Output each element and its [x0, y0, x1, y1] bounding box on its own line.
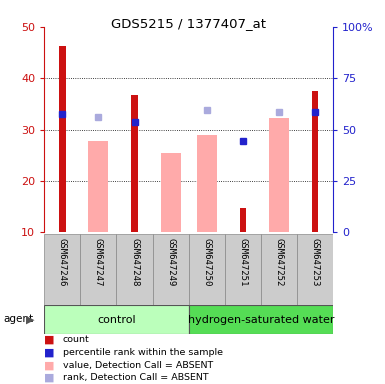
Bar [297, 234, 333, 305]
Text: hydrogen-saturated water: hydrogen-saturated water [187, 314, 334, 325]
Bar [80, 234, 116, 305]
Text: GSM647248: GSM647248 [130, 238, 139, 286]
Text: value, Detection Call = ABSENT: value, Detection Call = ABSENT [63, 361, 213, 370]
Bar [152, 234, 189, 305]
Text: ■: ■ [44, 373, 55, 383]
Text: ■: ■ [44, 348, 55, 358]
Text: GSM647252: GSM647252 [275, 238, 283, 286]
Text: GSM647247: GSM647247 [94, 238, 103, 286]
Bar [59, 46, 65, 232]
Bar [261, 234, 297, 305]
Bar [197, 135, 217, 232]
Text: agent: agent [4, 314, 34, 324]
Text: GDS5215 / 1377407_at: GDS5215 / 1377407_at [111, 17, 266, 30]
Bar [131, 95, 138, 232]
Bar [161, 153, 181, 232]
Text: ▶: ▶ [26, 314, 35, 324]
Text: control: control [97, 314, 136, 325]
Bar [239, 208, 246, 232]
Text: rank, Detection Call = ABSENT: rank, Detection Call = ABSENT [63, 373, 208, 382]
Bar [312, 91, 318, 232]
Text: GSM647250: GSM647250 [202, 238, 211, 286]
Bar [189, 305, 333, 334]
Bar [269, 118, 289, 232]
Bar [225, 234, 261, 305]
Text: percentile rank within the sample: percentile rank within the sample [63, 348, 223, 357]
Text: GSM647246: GSM647246 [58, 238, 67, 286]
Text: ■: ■ [44, 360, 55, 370]
Bar [189, 234, 225, 305]
Text: ■: ■ [44, 335, 55, 345]
Text: GSM647253: GSM647253 [310, 238, 320, 286]
Bar [89, 141, 108, 232]
Bar [44, 305, 189, 334]
Text: GSM647251: GSM647251 [238, 238, 247, 286]
Bar [116, 234, 152, 305]
Text: GSM647249: GSM647249 [166, 238, 175, 286]
Bar [44, 234, 80, 305]
Text: count: count [63, 335, 89, 344]
